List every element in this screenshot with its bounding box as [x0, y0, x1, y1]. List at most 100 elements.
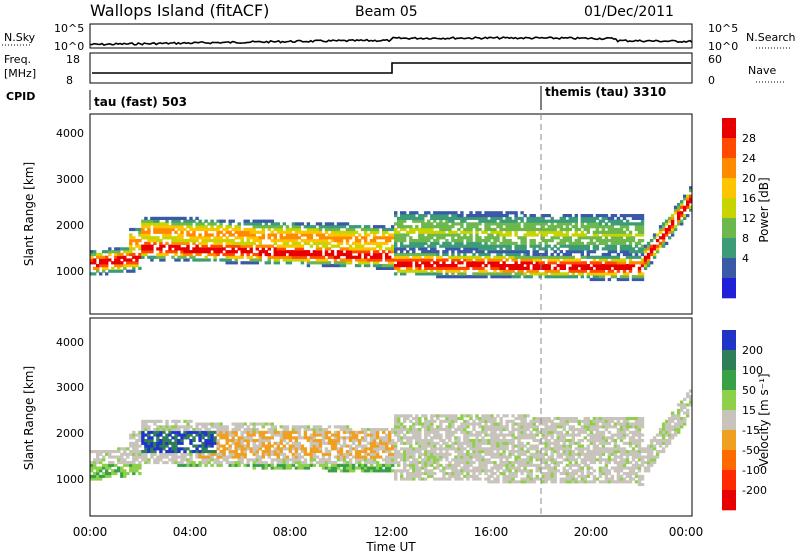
velocity-cell-111 — [132, 461, 136, 465]
power-cell-1765 — [508, 216, 512, 220]
power-cell-1366 — [445, 258, 449, 262]
power-cell-1100 — [400, 255, 404, 259]
power-cell-1474 — [463, 258, 467, 262]
power-cell-1391 — [448, 227, 452, 232]
velocity-cell-2172 — [559, 477, 563, 481]
power-cell-2183 — [586, 275, 590, 279]
velocity-cell-760 — [291, 441, 296, 445]
velocity-cell-868 — [318, 430, 323, 434]
power-cell-68 — [120, 247, 124, 251]
velocity-cell-759 — [291, 444, 296, 448]
power-cell-1824 — [520, 250, 524, 254]
velocity-cell-2168 — [556, 425, 560, 429]
power-cell-1028 — [385, 266, 389, 270]
velocity-cell-141 — [138, 444, 142, 448]
power-cell-694 — [294, 241, 299, 245]
velocity-cell-2128 — [550, 441, 554, 445]
velocity-cell-343 — [186, 419, 190, 423]
velocity-cell-2031 — [535, 458, 539, 462]
power-cell-791 — [318, 225, 323, 229]
velocity-cell-924 — [333, 439, 338, 443]
velocity-cell-2113 — [547, 425, 551, 429]
power-cell-702 — [297, 258, 302, 262]
power-cell-1805 — [517, 266, 521, 270]
power-cell-1676 — [496, 255, 500, 259]
power-cell-596 — [267, 225, 271, 229]
velocity-cell-905 — [327, 430, 332, 434]
power-cell-1263 — [427, 233, 431, 237]
power-cell-1424 — [454, 247, 458, 251]
power-cell-2361 — [613, 230, 618, 234]
velocity-cell-791 — [297, 428, 302, 432]
velocity-cell-784 — [297, 452, 302, 456]
power-cell-1262 — [427, 236, 431, 240]
power-cell-1003 — [375, 244, 380, 248]
power-cell-1586 — [481, 250, 485, 254]
power-cell-379 — [207, 236, 211, 240]
velocity-cell-38 — [102, 455, 106, 459]
power-cell-870 — [339, 247, 344, 251]
power-cell-1803 — [517, 272, 521, 276]
power-cell-636 — [279, 239, 283, 243]
power-cell-1862 — [526, 230, 530, 234]
velocity-cell-780 — [297, 463, 302, 467]
power-cell-1762 — [508, 225, 512, 229]
power-cell-1107 — [400, 236, 404, 240]
power-cell-2328 — [610, 269, 615, 273]
velocity-cell-147 — [141, 455, 145, 459]
velocity-cell-179 — [147, 439, 151, 443]
power-cell-1951 — [541, 216, 545, 220]
velocity-cell-1968 — [523, 430, 527, 434]
power-cell-1217 — [421, 258, 425, 262]
power-cell-2188 — [586, 252, 590, 257]
velocity-cell-1211 — [400, 447, 404, 451]
velocity-cell-862 — [318, 450, 323, 454]
velocity-cell-1933 — [517, 417, 521, 421]
power-cell-975 — [369, 258, 374, 262]
velocity-cell-2021 — [532, 428, 536, 432]
velocity-cell-1964 — [523, 450, 527, 454]
power-cell-272 — [180, 252, 184, 257]
velocity-cell-1657 — [475, 466, 479, 470]
velocity-cell-858 — [315, 425, 320, 429]
velocity-cell-1476 — [445, 455, 449, 459]
velocity-cell-851 — [315, 447, 320, 451]
power-cell-1553 — [475, 225, 479, 229]
velocity-cell-1198 — [397, 428, 401, 432]
velocity-cell-1246 — [406, 450, 410, 454]
velocity-cell-397 — [201, 430, 205, 434]
velocity-cell-1444 — [439, 458, 443, 462]
velocity-cell-937 — [336, 439, 341, 443]
velocity-cell-2108 — [547, 441, 551, 445]
velocity-cell-1470 — [442, 414, 446, 418]
power-cell-969 — [366, 250, 371, 254]
power-cell-1388 — [448, 241, 452, 245]
power-cell-120 — [138, 230, 142, 234]
velocity-cell-1006 — [354, 455, 359, 459]
velocity-cell-637 — [261, 450, 265, 454]
velocity-cell-1720 — [484, 439, 488, 443]
power-cell-2418 — [622, 225, 627, 229]
power-cell-721 — [300, 239, 305, 243]
velocity-cell-2276 — [574, 417, 578, 421]
power-colorbar-label: Power [dB] — [757, 177, 771, 242]
power-cell-2465 — [631, 236, 636, 240]
power-cell-215 — [165, 250, 169, 254]
velocity-cell-1051 — [363, 430, 368, 434]
power-cell-1070 — [394, 241, 398, 245]
power-cell-549 — [255, 255, 259, 259]
power-cell-1213 — [418, 214, 422, 218]
velocity-cell-2112 — [547, 428, 551, 432]
power-cell-1640 — [490, 236, 494, 240]
power-cell-578 — [261, 225, 265, 229]
velocity-cell-1941 — [520, 458, 524, 462]
velocity-cell-485 — [222, 428, 226, 432]
velocity-cell-1581 — [463, 469, 467, 473]
power-cell-2373 — [616, 252, 621, 257]
velocity-cell-293 — [174, 428, 178, 432]
power-cell-2334 — [610, 247, 615, 251]
velocity-cell-187 — [150, 452, 154, 456]
velocity-cell-609 — [255, 461, 259, 465]
power-cell-2141 — [577, 250, 581, 254]
velocity-cell-108 — [132, 469, 136, 473]
